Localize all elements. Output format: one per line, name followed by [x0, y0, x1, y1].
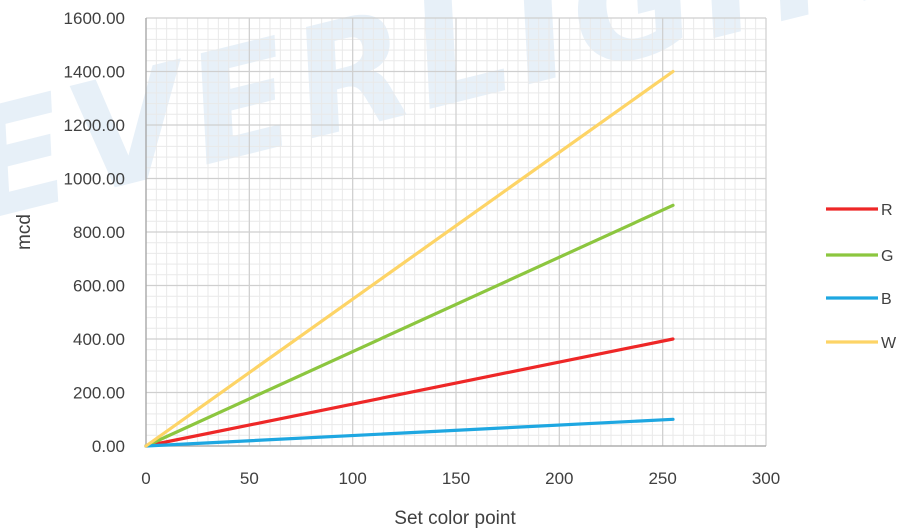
y-tick-label: 200.00 — [73, 384, 125, 403]
legend-label-r: R — [881, 202, 893, 219]
series-line-w — [144, 69, 675, 448]
legend-label-b: B — [881, 291, 892, 308]
y-tick-label: 1400.00 — [64, 63, 125, 82]
y-axis-tick-labels: 0.00 200.00 400.00 600.00 800.00 1000.00 1200.… — [64, 9, 125, 456]
y-tick-label: 1000.00 — [64, 170, 125, 189]
major-gridlines — [145, 17, 767, 447]
series-lines — [144, 69, 675, 448]
x-tick-label: 300 — [752, 469, 780, 488]
x-tick-label: 0 — [141, 469, 150, 488]
x-tick-label: 50 — [240, 469, 259, 488]
y-tick-label: 800.00 — [73, 223, 125, 242]
legend: R G B W — [826, 202, 897, 352]
x-tick-label: 250 — [648, 469, 676, 488]
x-tick-label: 150 — [442, 469, 470, 488]
y-tick-label: 400.00 — [73, 330, 125, 349]
series-line-g — [144, 203, 675, 448]
x-tick-label: 200 — [545, 469, 573, 488]
series-line-r — [144, 337, 675, 448]
x-axis-tick-labels: 0 50 100 150 200 250 300 — [141, 469, 780, 488]
y-tick-label: 600.00 — [73, 277, 125, 296]
x-tick-label: 100 — [338, 469, 366, 488]
y-tick-label: 1600.00 — [64, 9, 125, 28]
y-tick-label: 1200.00 — [64, 116, 125, 135]
y-axis-title: mcd — [14, 214, 35, 250]
x-axis-title: Set color point — [394, 508, 516, 529]
legend-label-w: W — [881, 335, 897, 352]
y-tick-label: 0.00 — [92, 437, 125, 456]
legend-label-g: G — [881, 248, 893, 265]
watermark-logo: EVERLIGHT — [0, 0, 906, 256]
series-line-b — [144, 417, 675, 448]
